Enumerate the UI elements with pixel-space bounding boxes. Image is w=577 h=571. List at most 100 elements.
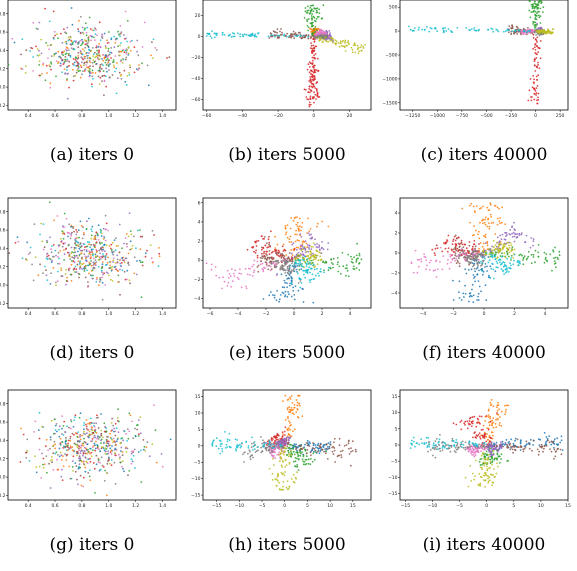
data-point — [465, 253, 468, 256]
data-point — [325, 450, 327, 453]
data-point — [92, 257, 95, 260]
data-point — [75, 57, 78, 60]
data-point — [60, 475, 63, 478]
data-point — [51, 245, 53, 247]
data-point — [263, 250, 266, 253]
data-point — [31, 263, 33, 266]
data-point — [318, 31, 320, 34]
data-point — [114, 41, 117, 44]
data-point — [314, 93, 317, 96]
data-point — [290, 424, 292, 426]
data-point — [312, 258, 315, 261]
data-point — [488, 209, 491, 212]
data-point — [245, 285, 247, 288]
data-point — [557, 258, 559, 260]
data-point — [90, 256, 92, 258]
data-point — [66, 97, 69, 100]
data-point — [21, 257, 24, 260]
data-point — [538, 34, 541, 37]
data-point — [254, 35, 256, 38]
data-point — [296, 464, 299, 466]
data-point — [495, 28, 498, 31]
data-point — [558, 250, 561, 253]
data-point — [71, 260, 73, 262]
data-point — [49, 258, 52, 261]
data-point — [535, 30, 538, 32]
data-point — [100, 257, 102, 260]
data-point — [290, 249, 293, 251]
data-point — [77, 241, 79, 244]
data-point — [539, 40, 542, 42]
data-point — [89, 274, 92, 276]
data-point — [279, 253, 282, 256]
data-point — [512, 263, 515, 266]
data-point — [337, 42, 340, 44]
data-point — [139, 229, 141, 231]
data-point — [110, 249, 113, 251]
data-point — [98, 436, 101, 439]
data-point — [95, 53, 98, 55]
data-point — [493, 255, 496, 258]
data-point — [113, 427, 115, 430]
data-point — [263, 236, 266, 238]
data-point — [508, 251, 511, 254]
data-point — [65, 459, 68, 461]
data-point — [75, 271, 78, 273]
data-point — [90, 248, 93, 251]
data-point — [319, 443, 322, 446]
data-point — [66, 251, 69, 254]
data-point — [67, 446, 69, 449]
data-point — [279, 265, 282, 268]
data-point — [447, 234, 450, 237]
data-point — [281, 291, 284, 294]
data-point — [106, 70, 108, 73]
data-point — [68, 232, 71, 235]
data-point — [310, 267, 313, 270]
data-point — [468, 241, 471, 243]
x-tick-label: 1.0 — [105, 503, 112, 509]
data-point — [307, 98, 310, 101]
data-point — [42, 62, 45, 65]
data-point — [243, 33, 246, 36]
data-point — [296, 221, 299, 224]
data-point — [99, 277, 102, 279]
data-point — [325, 40, 328, 42]
data-point — [292, 448, 295, 450]
data-point — [119, 35, 121, 38]
data-point — [491, 262, 493, 265]
data-point — [121, 454, 124, 456]
data-point — [289, 235, 292, 238]
data-point — [284, 281, 287, 284]
data-point — [273, 260, 275, 263]
data-point — [537, 1, 540, 3]
data-point — [281, 431, 284, 434]
data-point — [318, 444, 320, 447]
data-point — [531, 5, 534, 8]
data-point — [7, 63, 10, 66]
data-point — [79, 446, 82, 449]
data-point — [296, 401, 299, 404]
data-point — [298, 402, 301, 405]
data-point — [246, 248, 249, 251]
data-point — [223, 34, 226, 36]
data-point — [314, 444, 317, 446]
data-point — [65, 283, 67, 286]
data-point — [20, 427, 22, 430]
data-point — [71, 23, 74, 26]
data-point — [322, 445, 324, 448]
data-point — [289, 282, 291, 285]
data-point — [158, 252, 161, 255]
data-point — [320, 270, 322, 273]
data-point — [496, 241, 499, 244]
data-point — [325, 36, 328, 39]
data-point — [249, 274, 251, 276]
data-point — [85, 425, 88, 428]
data-point — [492, 240, 495, 242]
data-point — [277, 252, 280, 255]
data-point — [420, 258, 422, 261]
data-point — [284, 426, 287, 429]
data-point — [345, 444, 348, 446]
data-point — [61, 433, 63, 435]
data-point — [205, 262, 208, 265]
data-point — [484, 263, 487, 265]
